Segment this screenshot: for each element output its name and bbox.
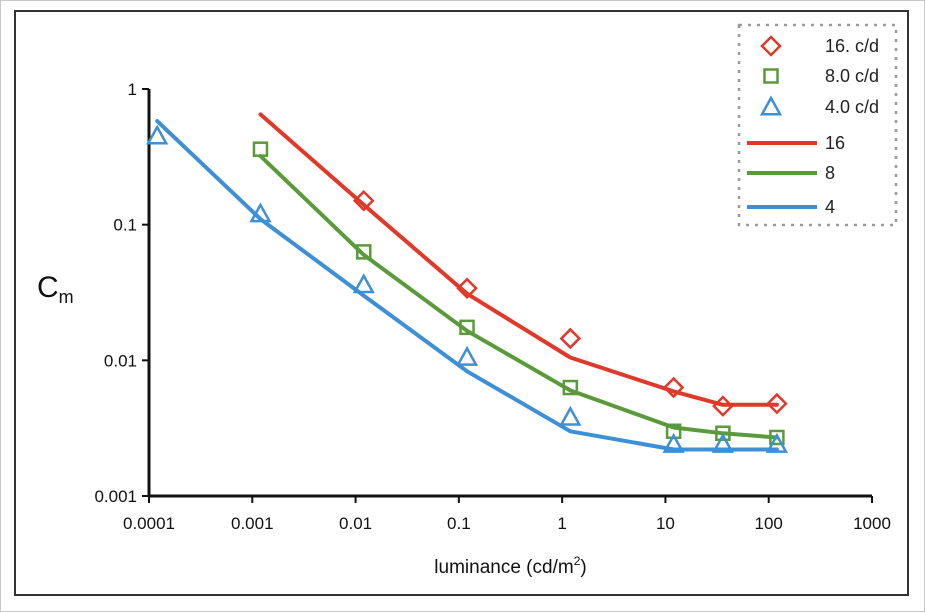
legend-label: 16. c/d [825,36,879,56]
data-point-square [769,429,785,446]
legend-label: 16 [825,133,845,153]
legend-item: 16. c/d [760,35,879,57]
data-point-triangle [559,405,582,426]
x-tick-label: 0.1 [447,514,471,533]
y-axis-title-main: C [37,271,59,304]
x-axis-title-end: ) [580,557,586,578]
x-tick-label: 0.001 [231,514,274,533]
data-point-triangle [711,432,735,453]
fit-lines [155,112,779,452]
legend-label: 8.0 c/d [825,66,879,86]
x-tick-label: 0.01 [339,514,372,533]
series-line-4 [155,119,779,452]
data-point-diamond [559,327,582,350]
legend-label: 4.0 c/d [825,97,879,117]
data-point-triangle [352,273,375,294]
legend-marker-triangle [759,95,783,116]
legend-marker-square [763,68,779,84]
axes: 0.0001 0.001 0.01 0.1 1 10 100 1000 0.001 0.01 0.1… [94,80,890,533]
x-axis-title-main: luminance (cd/m [434,557,573,578]
legend-item: 16 [747,133,845,153]
legend-label: 4 [825,197,835,217]
series-line-16 [258,112,779,407]
data-point-diamond [766,392,788,415]
y-axis-title: Cm [37,271,74,307]
data-point-triangle [765,432,789,453]
legend-box [737,23,898,227]
x-tick-label: 0.0001 [123,514,175,533]
series-line-8 [258,154,779,440]
data-point-square [562,379,579,396]
y-tick-label: 0.1 [113,216,137,235]
data-point-triangle [146,124,169,145]
legend-item: 4 [747,197,835,217]
data-point-square [715,425,731,442]
data-point-triangle [662,432,685,453]
legend-item: 4.0 c/d [759,95,879,117]
x-axis-title: luminance (cd/m2) [434,554,586,578]
data-point-triangle [249,202,272,223]
legend-item: 8.0 c/d [763,66,879,86]
data-markers [146,124,789,453]
y-tick-label: 0.01 [104,351,137,370]
series-markers-0 [352,190,788,417]
y-tick-label: 0.001 [94,487,137,506]
data-point-triangle [455,345,479,366]
y-axis-title-subscript: m [59,287,74,307]
y-tick-label: 1 [128,80,137,99]
legend: 16. c/d 8.0 c/d 4.0 c/d 16 8 4 [737,23,898,227]
data-point-diamond [456,277,478,299]
legend-item: 8 [747,163,835,183]
data-point-square [355,244,372,260]
series-markers-2 [146,124,789,453]
data-point-square [459,319,475,336]
x-tick-label: 1 [557,514,566,533]
data-point-diamond [352,190,375,212]
x-tick-label: 100 [755,514,783,533]
legend-label: 8 [825,163,835,183]
x-tick-label: 1000 [853,514,891,533]
legend-marker-diamond [760,35,782,57]
x-axis-title-superscript: 2 [574,554,581,568]
data-point-diamond [712,395,734,417]
x-tick-label: 10 [656,514,675,533]
data-point-diamond [662,376,685,399]
data-point-square [252,141,269,157]
